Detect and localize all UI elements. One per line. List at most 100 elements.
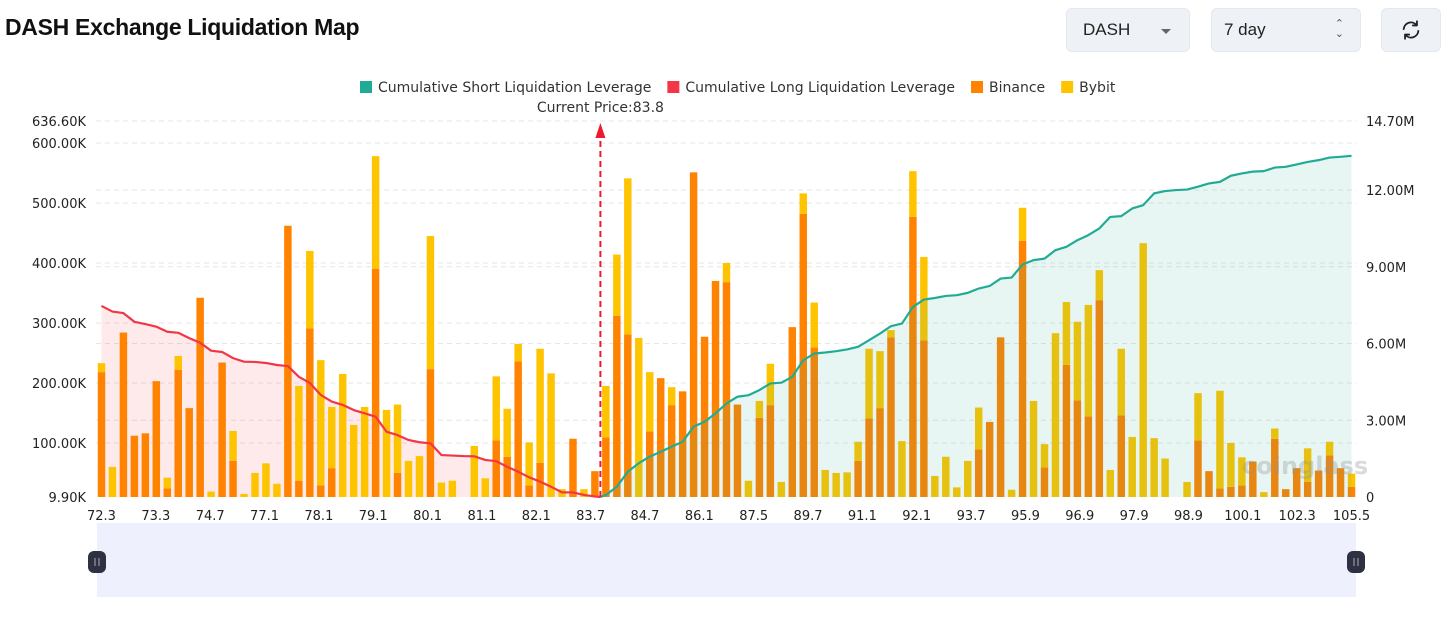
bar-binance — [755, 417, 764, 497]
bar-bybit — [1260, 492, 1268, 497]
bar-binance — [503, 456, 511, 497]
bar-binance — [371, 268, 380, 497]
bar-binance — [613, 315, 621, 497]
x-tick-label: 97.9 — [1120, 509, 1149, 524]
bar-binance — [1325, 455, 1334, 497]
bar-binance — [602, 437, 610, 497]
x-tick-label: 83.7 — [576, 509, 605, 524]
y-right-tick-label: 12.00M — [1366, 184, 1414, 199]
x-tick-label: 93.7 — [957, 509, 986, 524]
bar-bybit — [931, 475, 939, 497]
bar-binance — [492, 440, 500, 497]
bar-binance — [569, 438, 577, 497]
y-right-tick-label: 14.70M — [1366, 115, 1414, 130]
bar-bybit — [371, 156, 380, 269]
x-tick-label: 91.1 — [848, 509, 877, 524]
y-right-tick-label: 3.00M — [1366, 414, 1406, 429]
bar-binance — [1018, 240, 1027, 497]
current-price-arrow-icon — [595, 123, 606, 138]
bar-bybit — [295, 385, 303, 481]
x-tick-label: 84.7 — [630, 509, 659, 524]
bar-bybit — [1051, 333, 1060, 497]
bar-bybit — [1194, 393, 1202, 441]
bar-bybit — [964, 460, 972, 497]
x-tick-label: 87.5 — [739, 509, 768, 524]
short-leverage-area — [600, 155, 1352, 498]
bar-bybit — [360, 406, 369, 497]
bar-bybit — [920, 256, 928, 341]
bar-bybit — [382, 409, 391, 497]
bar-binance — [810, 347, 818, 497]
range-slider-handle-left[interactable] — [88, 551, 106, 573]
x-tick-label: 72.3 — [87, 509, 116, 524]
bar-bybit — [470, 445, 479, 497]
bar-bybit — [547, 373, 555, 497]
x-tick-label: 89.7 — [794, 509, 823, 524]
legend-swatch — [1061, 81, 1074, 93]
bar-binance — [1271, 438, 1279, 497]
range-slider-handle-right[interactable] — [1347, 551, 1365, 573]
bar-binance — [1292, 468, 1301, 497]
bar-bybit — [1303, 448, 1312, 482]
x-tick-label: 92.1 — [902, 509, 931, 524]
bar-binance — [974, 449, 983, 497]
x-tick-label: 86.1 — [685, 509, 714, 524]
bar-binance — [985, 421, 994, 497]
bar-bybit — [1007, 489, 1016, 497]
bar-bybit — [108, 466, 117, 497]
bar-bybit — [503, 408, 511, 457]
x-tick-label: 102.3 — [1279, 509, 1316, 524]
bar-bybit — [876, 351, 884, 409]
bar-bybit — [1139, 243, 1147, 497]
bar-binance — [656, 378, 665, 497]
y-left-tick-label: 200.00K — [32, 377, 86, 392]
x-tick-label: 81.1 — [467, 509, 496, 524]
bar-bybit — [251, 472, 259, 497]
bar-binance — [722, 282, 731, 497]
legend-item: Cumulative Long Liquidation Leverage — [685, 80, 955, 96]
y-left-tick-label: 100.00K — [32, 437, 86, 452]
refresh-button[interactable] — [1381, 8, 1441, 52]
bar-binance — [1216, 488, 1224, 497]
bar-bybit — [1216, 390, 1224, 489]
y-left-tick-label: 9.90K — [49, 491, 87, 506]
bar-binance — [393, 472, 402, 497]
current-price-label: Current Price:83.8 — [537, 100, 664, 116]
bar-bybit — [832, 472, 840, 497]
bar-binance — [196, 297, 204, 497]
bar-binance — [119, 332, 128, 497]
x-tick-label: 105.5 — [1333, 509, 1370, 524]
bar-binance — [667, 405, 676, 497]
bar-binance — [1314, 470, 1323, 497]
bar-bybit — [1271, 428, 1279, 439]
bar-bybit — [843, 472, 851, 497]
range-select[interactable]: 7 day ⌃ ⌄ — [1211, 8, 1361, 52]
bar-binance — [1205, 471, 1213, 497]
bar-binance — [1073, 400, 1082, 497]
bar-bybit — [777, 481, 786, 497]
coin-select[interactable]: DASH — [1066, 8, 1190, 52]
legend-swatch — [667, 81, 680, 93]
bar-bybit — [1183, 481, 1191, 497]
x-tick-label: 73.3 — [141, 509, 170, 524]
bar-bybit — [799, 193, 807, 214]
bar-binance — [678, 391, 687, 497]
bar-bybit — [1095, 270, 1104, 301]
y-right-tick-label: 0 — [1366, 491, 1374, 506]
bar-binance — [1194, 440, 1202, 497]
range-select-value: 7 day — [1224, 20, 1266, 39]
bar-bybit — [974, 407, 983, 450]
bar-bybit — [306, 250, 314, 329]
bar-binance — [788, 327, 797, 497]
bar-binance — [514, 361, 522, 497]
bar-binance — [1281, 489, 1290, 497]
bar-bybit — [810, 302, 818, 348]
bar-binance — [152, 381, 161, 497]
bar-binance — [996, 337, 1005, 497]
bar-binance — [1095, 300, 1104, 497]
bar-binance — [591, 471, 599, 497]
bar-binance — [284, 225, 292, 497]
bar-binance — [733, 404, 742, 497]
bar-bybit — [1084, 304, 1093, 417]
bar-binance — [689, 172, 698, 497]
